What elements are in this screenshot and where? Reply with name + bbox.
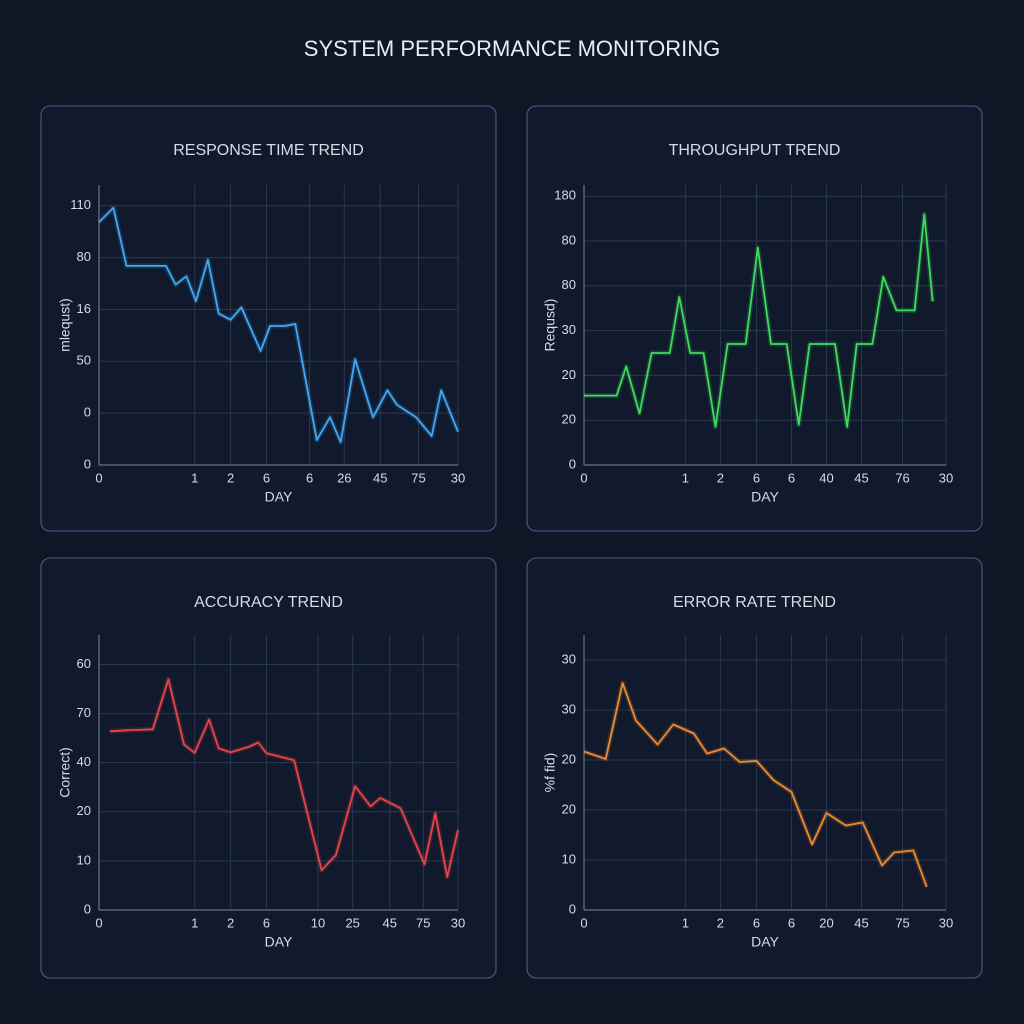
y-tick-label: 20 xyxy=(562,801,576,816)
y-tick-label: 0 xyxy=(84,456,91,471)
y-tick-label: 20 xyxy=(562,412,576,427)
x-tick-label: 6 xyxy=(263,915,270,930)
data-line xyxy=(583,682,928,888)
y-tick-label: 0 xyxy=(84,901,91,916)
data-line xyxy=(109,678,459,878)
y-tick-label: 10 xyxy=(77,852,91,867)
panel-frame xyxy=(40,557,497,979)
x-tick-label: 0 xyxy=(95,915,102,930)
chart-panel: THROUGHPUT TREND 0 20 20 30 80 80 180 0 1 2 6 6 40 45 7… xyxy=(526,105,983,532)
y-axis-label: Requsd) xyxy=(542,299,558,352)
y-tick-label: 16 xyxy=(77,301,91,316)
data-line xyxy=(584,213,934,428)
y-axis-label: Correct) xyxy=(57,747,73,798)
y-tick-label: 30 xyxy=(562,322,576,337)
y-tick-label: 80 xyxy=(562,232,576,247)
y-tick-label: 20 xyxy=(77,803,91,818)
x-tick-label: 6 xyxy=(263,470,270,485)
y-tick-label: 60 xyxy=(77,656,91,671)
x-tick-label: 20 xyxy=(819,915,833,930)
x-tick-label: 1 xyxy=(191,470,198,485)
x-tick-label: 75 xyxy=(416,915,430,930)
x-tick-label: 40 xyxy=(819,470,833,485)
y-tick-label: 10 xyxy=(562,851,576,866)
x-tick-label: 6 xyxy=(753,915,760,930)
y-tick-label: 0 xyxy=(569,456,576,471)
x-tick-label: 6 xyxy=(788,915,795,930)
x-tick-label: 1 xyxy=(191,915,198,930)
x-axis-label: DAY xyxy=(265,489,293,505)
y-tick-label: 30 xyxy=(562,651,576,666)
x-tick-label: 0 xyxy=(580,915,587,930)
x-tick-label: 30 xyxy=(451,470,465,485)
chart-title: ERROR RATE TREND xyxy=(673,594,836,611)
x-tick-label: 45 xyxy=(854,470,868,485)
chart-panel: ACCURACY TREND 0 10 20 40 70 60 0 1 2 6 10 25 45 75 30 D… xyxy=(40,557,497,979)
x-tick-label: 0 xyxy=(580,470,587,485)
chart-title: THROUGHPUT TREND xyxy=(669,142,841,159)
x-axis-label: DAY xyxy=(751,934,779,950)
x-tick-label: 45 xyxy=(854,915,868,930)
x-tick-label: 10 xyxy=(311,915,325,930)
y-tick-label: 70 xyxy=(77,705,91,720)
y-tick-label: 50 xyxy=(77,353,91,368)
x-tick-label: 30 xyxy=(939,470,953,485)
panel-frame xyxy=(40,105,497,532)
y-axis-label: %f fid) xyxy=(542,753,558,793)
page-title: SYSTEM PERFORMANCE MONITORING xyxy=(304,36,720,61)
x-tick-label: 6 xyxy=(306,470,313,485)
y-tick-label: 80 xyxy=(562,277,576,292)
chart-title: RESPONSE TIME TREND xyxy=(173,142,364,159)
x-tick-label: 45 xyxy=(383,915,397,930)
y-tick-label: 30 xyxy=(562,701,576,716)
x-tick-label: 1 xyxy=(682,470,689,485)
panel-frame xyxy=(526,557,983,979)
x-axis-label: DAY xyxy=(751,489,779,505)
y-axis-label: mlequst) xyxy=(57,298,73,352)
y-tick-label: 0 xyxy=(84,405,91,420)
x-tick-label: 2 xyxy=(227,470,234,485)
x-tick-label: 2 xyxy=(717,915,724,930)
y-tick-label: 110 xyxy=(70,197,91,212)
data-line xyxy=(98,206,459,444)
y-tick-label: 80 xyxy=(77,249,91,264)
y-tick-label: 20 xyxy=(562,751,576,766)
x-axis-label: DAY xyxy=(265,934,293,950)
y-tick-label: 40 xyxy=(77,754,91,769)
x-tick-label: 25 xyxy=(345,915,359,930)
x-tick-label: 26 xyxy=(337,470,351,485)
chart-title: ACCURACY TREND xyxy=(194,594,343,611)
chart-panel: ERROR RATE TREND 0 10 20 20 30 30 0 1 2 6 6 20 45 75 30… xyxy=(526,557,983,979)
x-tick-label: 30 xyxy=(939,915,953,930)
x-tick-label: 75 xyxy=(411,470,425,485)
x-tick-label: 30 xyxy=(451,915,465,930)
x-tick-label: 6 xyxy=(753,470,760,485)
x-tick-label: 75 xyxy=(895,915,909,930)
x-tick-label: 2 xyxy=(717,470,724,485)
y-tick-label: 0 xyxy=(569,901,576,916)
x-tick-label: 0 xyxy=(95,470,102,485)
x-tick-label: 6 xyxy=(788,470,795,485)
x-tick-label: 45 xyxy=(373,470,387,485)
panel-frame xyxy=(526,105,983,532)
x-tick-label: 76 xyxy=(895,470,909,485)
y-tick-label: 180 xyxy=(554,188,576,203)
x-tick-label: 2 xyxy=(227,915,234,930)
x-tick-label: 1 xyxy=(682,915,689,930)
y-tick-label: 20 xyxy=(562,367,576,382)
